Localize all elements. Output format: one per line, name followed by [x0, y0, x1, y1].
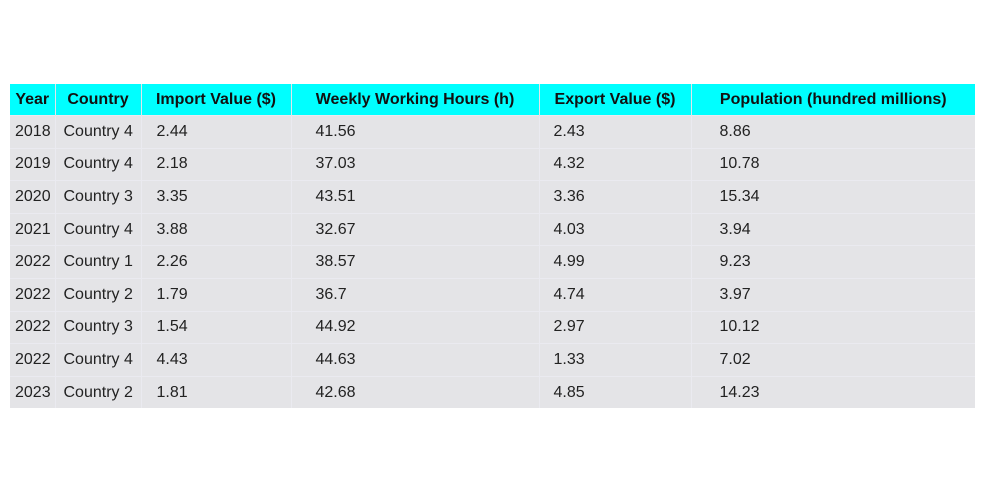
- table-row: 2021 Country 4 3.88 32.67 4.03 3.94: [10, 212, 975, 246]
- table-header: Year Country Import Value ($) Weekly Workin…: [10, 84, 975, 116]
- table-cell-country: Country 1: [55, 245, 142, 279]
- table-cell-import-value: 3.35: [141, 180, 292, 214]
- data-table-container: Year Country Import Value ($) Weekly Workin…: [10, 84, 975, 409]
- table-cell-weekly-working-hours-h: 44.92: [291, 310, 540, 344]
- table-cell-export-value: 3.36: [539, 180, 692, 214]
- table-cell-weekly-working-hours-h: 36.7: [291, 277, 540, 312]
- table-cell-country: Country 3: [55, 310, 142, 344]
- table-row: 2022 Country 3 1.54 44.92 2.97 10.12: [10, 310, 975, 344]
- table-cell-import-value: 2.26: [141, 245, 292, 279]
- table-cell-import-value: 1.79: [141, 277, 292, 312]
- table-cell-population-hundred-millions: 7.02: [691, 343, 975, 377]
- table-row: 2018 Country 4 2.44 41.56 2.43 8.86: [10, 115, 975, 149]
- table-cell-weekly-working-hours-h: 37.03: [291, 147, 540, 181]
- table-row: 2020 Country 3 3.35 43.51 3.36 15.34: [10, 180, 975, 214]
- table-row: 2022 Country 1 2.26 38.57 4.99 9.23: [10, 245, 975, 279]
- column-header-weekly-working-hours-h: Weekly Working Hours (h): [291, 84, 540, 116]
- table-cell-country: Country 4: [55, 147, 142, 181]
- data-table: Year Country Import Value ($) Weekly Workin…: [10, 84, 975, 409]
- table-cell-weekly-working-hours-h: 44.63: [291, 343, 540, 377]
- column-header-export-value: Export Value ($): [539, 84, 692, 116]
- table-cell-population-hundred-millions: 10.78: [691, 147, 975, 181]
- table-cell-import-value: 1.81: [141, 375, 292, 409]
- table-cell-year: 2022: [10, 277, 56, 312]
- table-cell-export-value: 4.32: [539, 147, 692, 181]
- column-header-population-hundred-millions: Population (hundred millions): [691, 84, 975, 116]
- table-cell-population-hundred-millions: 15.34: [691, 180, 975, 214]
- table-cell-import-value: 1.54: [141, 310, 292, 344]
- table-cell-population-hundred-millions: 3.94: [691, 212, 975, 246]
- table-cell-population-hundred-millions: 3.97: [691, 277, 975, 312]
- table-cell-export-value: 4.99: [539, 245, 692, 279]
- table-body: 2018 Country 4 2.44 41.56 2.43 8.86 2019 Countr…: [10, 115, 975, 409]
- table-cell-import-value: 2.18: [141, 147, 292, 181]
- table-cell-population-hundred-millions: 14.23: [691, 375, 975, 409]
- table-row: 2019 Country 4 2.18 37.03 4.32 10.78: [10, 147, 975, 181]
- table-cell-export-value: 1.33: [539, 343, 692, 377]
- table-cell-country: Country 3: [55, 180, 142, 214]
- table-cell-export-value: 4.85: [539, 375, 692, 409]
- table-cell-weekly-working-hours-h: 43.51: [291, 180, 540, 214]
- table-cell-weekly-working-hours-h: 41.56: [291, 115, 540, 149]
- table-cell-export-value: 2.97: [539, 310, 692, 344]
- table-row: 2022 Country 2 1.79 36.7 4.74 3.97: [10, 277, 975, 312]
- table-cell-country: Country 4: [55, 212, 142, 246]
- table-row: 2023 Country 2 1.81 42.68 4.85 14.23: [10, 375, 975, 409]
- header-row: Year Country Import Value ($) Weekly Workin…: [10, 84, 975, 116]
- column-header-year: Year: [10, 84, 56, 116]
- table-cell-import-value: 2.44: [141, 115, 292, 149]
- table-cell-year: 2023: [10, 375, 56, 409]
- table-row: 2022 Country 4 4.43 44.63 1.33 7.02: [10, 343, 975, 377]
- table-cell-weekly-working-hours-h: 42.68: [291, 375, 540, 409]
- table-cell-year: 2022: [10, 245, 56, 279]
- table-cell-export-value: 4.74: [539, 277, 692, 312]
- table-cell-weekly-working-hours-h: 38.57: [291, 245, 540, 279]
- table-cell-export-value: 4.03: [539, 212, 692, 246]
- table-cell-year: 2022: [10, 310, 56, 344]
- table-cell-export-value: 2.43: [539, 115, 692, 149]
- table-cell-population-hundred-millions: 10.12: [691, 310, 975, 344]
- table-cell-weekly-working-hours-h: 32.67: [291, 212, 540, 246]
- table-cell-population-hundred-millions: 8.86: [691, 115, 975, 149]
- table-cell-year: 2021: [10, 212, 56, 246]
- table-cell-year: 2020: [10, 180, 56, 214]
- table-cell-year: 2018: [10, 115, 56, 149]
- table-cell-country: Country 4: [55, 115, 142, 149]
- table-cell-country: Country 4: [55, 343, 142, 377]
- table-cell-year: 2022: [10, 343, 56, 377]
- table-cell-year: 2019: [10, 147, 56, 181]
- table-cell-import-value: 3.88: [141, 212, 292, 246]
- table-cell-country: Country 2: [55, 277, 142, 312]
- table-cell-import-value: 4.43: [141, 343, 292, 377]
- table-cell-country: Country 2: [55, 375, 142, 409]
- column-header-country: Country: [55, 84, 142, 116]
- table-cell-population-hundred-millions: 9.23: [691, 245, 975, 279]
- column-header-import-value: Import Value ($): [141, 84, 292, 116]
